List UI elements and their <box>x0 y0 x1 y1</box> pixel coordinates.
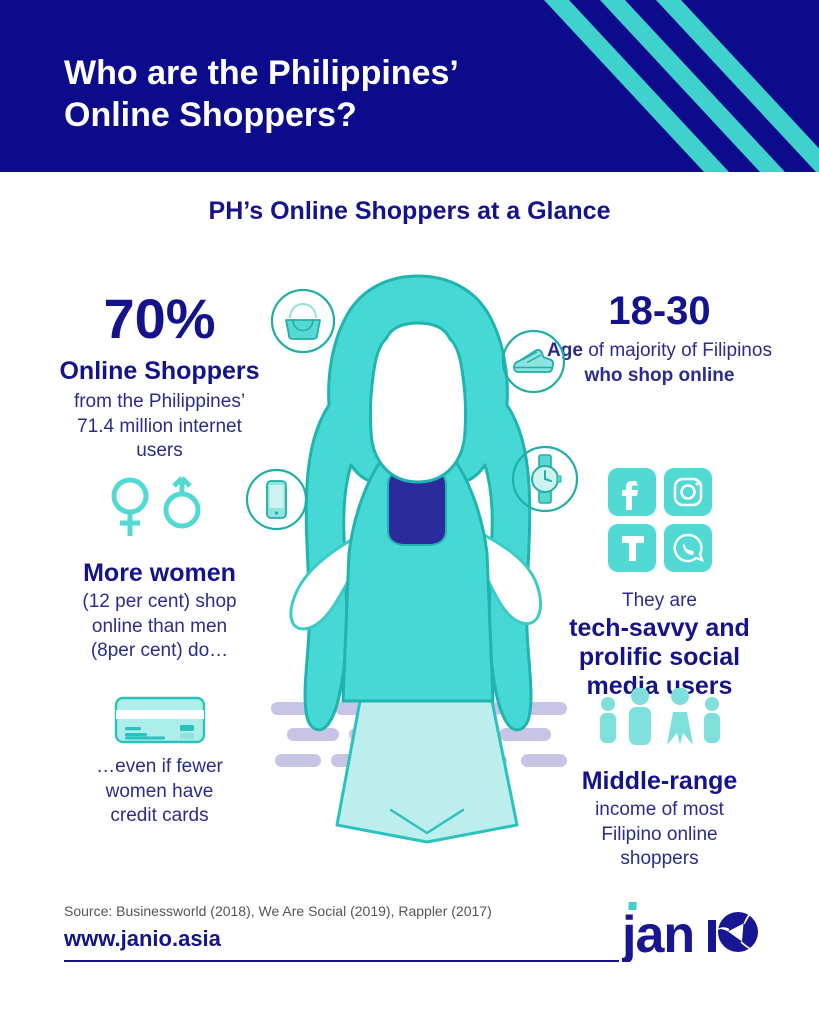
svg-text:jan: jan <box>622 906 694 962</box>
